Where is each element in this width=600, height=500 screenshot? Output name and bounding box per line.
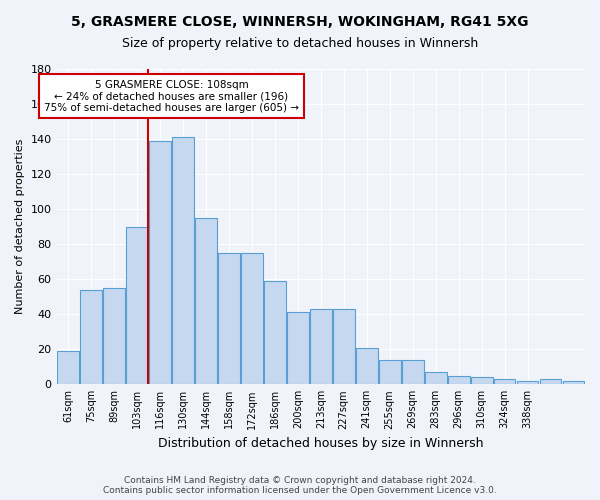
Bar <box>356 348 377 385</box>
Bar <box>402 360 424 384</box>
Bar <box>126 226 148 384</box>
Bar <box>563 381 584 384</box>
Text: Size of property relative to detached houses in Winnersh: Size of property relative to detached ho… <box>122 38 478 51</box>
Text: Contains HM Land Registry data © Crown copyright and database right 2024.
Contai: Contains HM Land Registry data © Crown c… <box>103 476 497 495</box>
Bar <box>425 372 446 384</box>
Bar <box>264 281 286 384</box>
Bar <box>80 290 102 384</box>
X-axis label: Distribution of detached houses by size in Winnersh: Distribution of detached houses by size … <box>158 437 484 450</box>
Bar <box>333 309 355 384</box>
Text: 5 GRASMERE CLOSE: 108sqm
← 24% of detached houses are smaller (196)
75% of semi-: 5 GRASMERE CLOSE: 108sqm ← 24% of detach… <box>44 80 299 112</box>
Bar <box>57 351 79 384</box>
Bar <box>379 360 401 384</box>
Bar <box>218 253 240 384</box>
Bar <box>172 138 194 384</box>
Bar <box>310 309 332 384</box>
Bar <box>103 288 125 384</box>
Bar <box>448 376 470 384</box>
Y-axis label: Number of detached properties: Number of detached properties <box>15 139 25 314</box>
Bar <box>149 141 171 384</box>
Bar <box>287 312 309 384</box>
Text: 5, GRASMERE CLOSE, WINNERSH, WOKINGHAM, RG41 5XG: 5, GRASMERE CLOSE, WINNERSH, WOKINGHAM, … <box>71 15 529 29</box>
Bar <box>241 253 263 384</box>
Bar <box>517 381 538 384</box>
Bar <box>470 378 493 384</box>
Bar <box>195 218 217 384</box>
Bar <box>539 379 562 384</box>
Bar <box>494 379 515 384</box>
